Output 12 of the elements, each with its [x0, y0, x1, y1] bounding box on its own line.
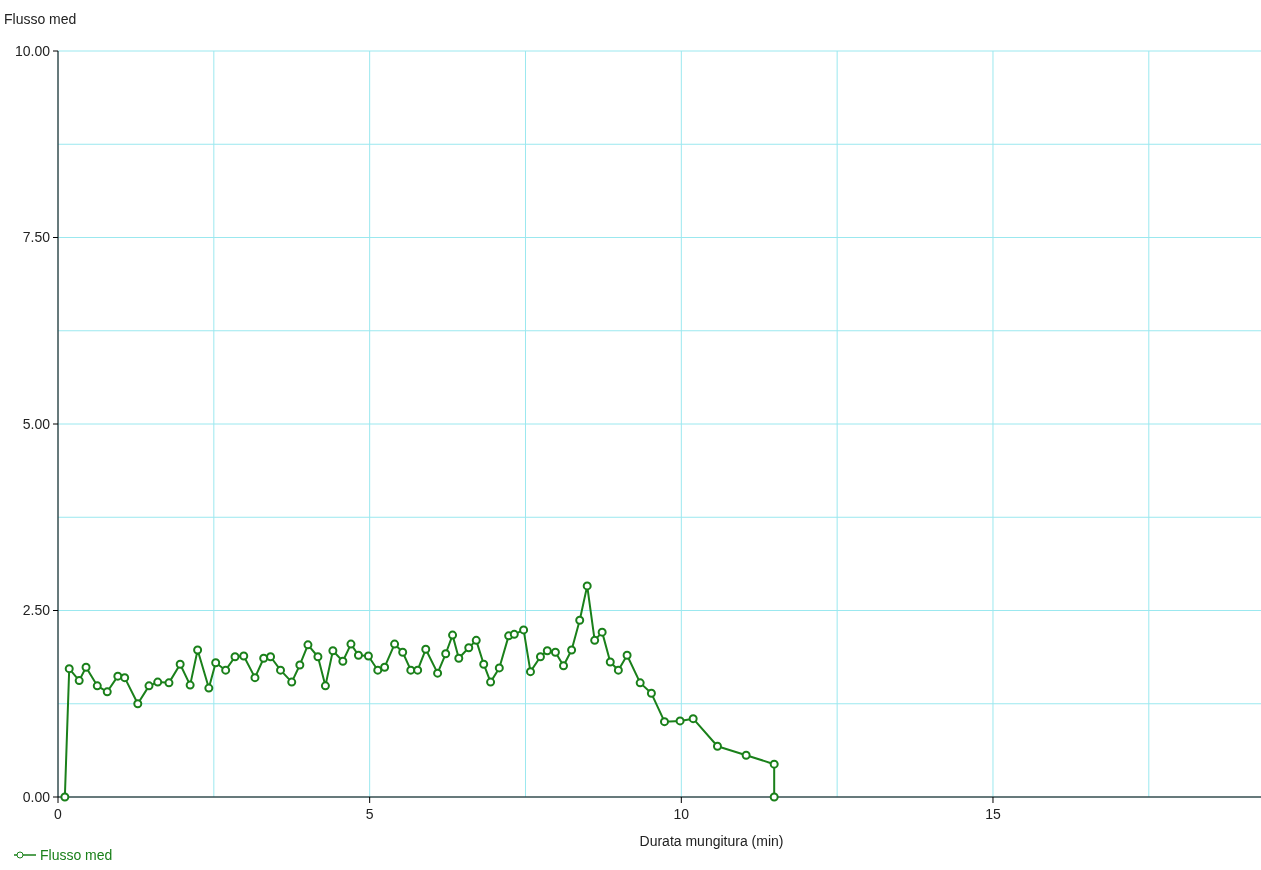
x-tick-label: 10: [673, 806, 690, 822]
y-tick-label: 5.00: [22, 415, 51, 432]
y-tick-label: 0.00: [22, 788, 51, 805]
y-tick-label: 10.00: [14, 42, 51, 59]
y-tick-label: 2.50: [22, 602, 51, 619]
legend-label: Flusso med: [40, 847, 113, 863]
y-axis-title: Flusso med: [4, 11, 77, 27]
x-tick-label: 15: [985, 806, 1001, 822]
x-axis-title: Durata mungitura (min): [639, 833, 784, 849]
y-tick-label: 7.50: [22, 229, 51, 246]
x-tick-label: 5: [365, 806, 374, 822]
x-tick-label: 0: [54, 806, 63, 822]
